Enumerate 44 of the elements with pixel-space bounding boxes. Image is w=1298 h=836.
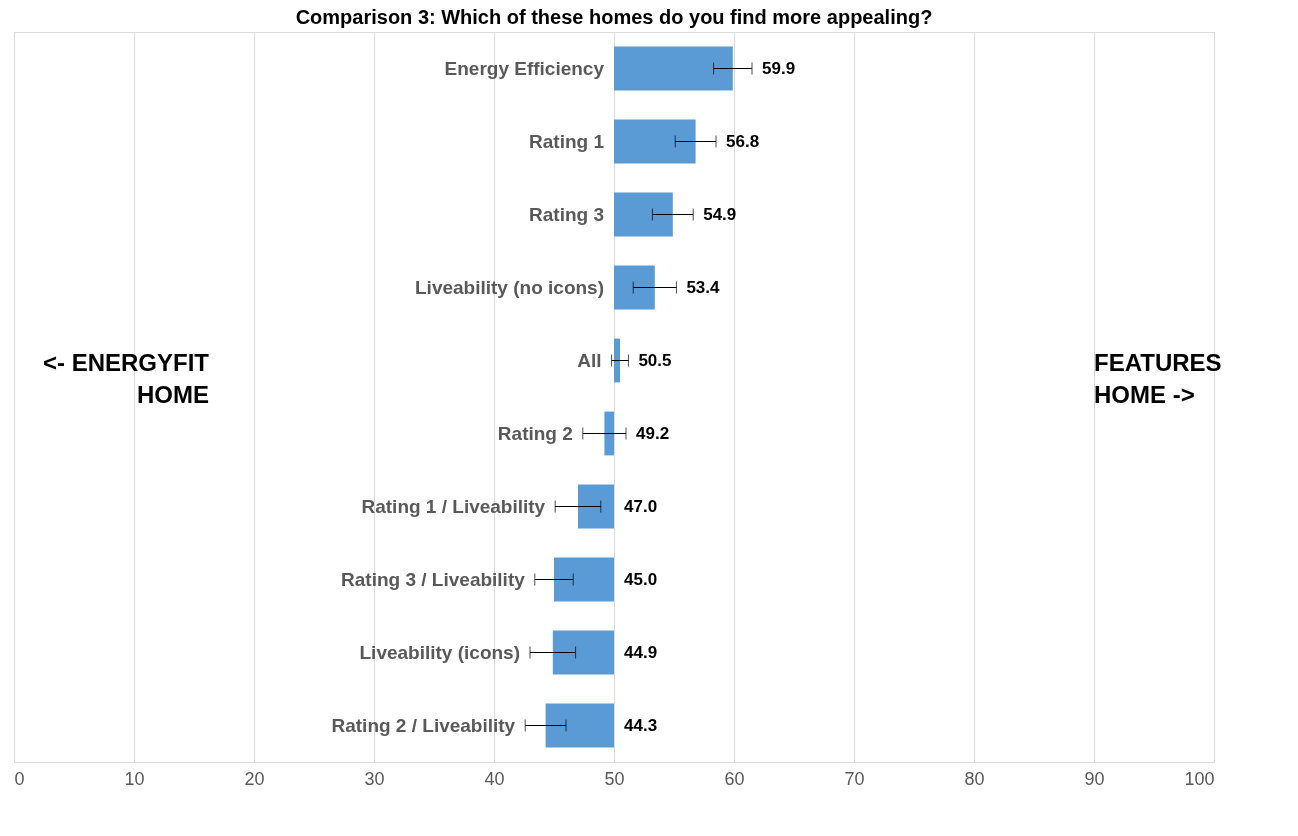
- data-label: 44.9: [624, 642, 658, 662]
- x-tick-label: 80: [964, 768, 985, 789]
- annotation: FEATURES HOME ->: [1094, 349, 1222, 409]
- bar: [614, 338, 620, 383]
- bar: [578, 484, 614, 529]
- data-label: 54.9: [703, 204, 737, 224]
- data-label: 56.8: [726, 131, 760, 151]
- y-tick-label: Rating 1 / Liveability: [361, 495, 546, 517]
- annotation: <- ENERGYFIT HOME: [42, 349, 210, 409]
- x-tick-label: 100: [1184, 768, 1215, 789]
- y-tick-label: Rating 2: [497, 422, 573, 444]
- x-tick-label: 0: [14, 768, 25, 789]
- x-tick-label: 40: [484, 768, 505, 789]
- y-tick-label: Energy Efficiency: [444, 57, 605, 79]
- data-label: 44.3: [624, 715, 658, 735]
- y-tick-label: All: [577, 349, 602, 371]
- bar: [552, 630, 614, 675]
- y-tick-label: Liveability (icons): [359, 641, 520, 663]
- y-tick-label: Rating 1: [529, 130, 605, 152]
- data-label: 59.9: [762, 58, 796, 78]
- data-label: 47.0: [624, 496, 658, 516]
- bar: [614, 119, 696, 164]
- x-tick-label: 70: [844, 768, 865, 789]
- bar: [614, 192, 673, 237]
- data-label: 53.4: [686, 277, 721, 297]
- y-tick-label: Rating 3 / Liveability: [341, 568, 526, 590]
- data-label: 50.5: [638, 350, 672, 370]
- data-label: 45.0: [624, 569, 658, 589]
- bar: [545, 703, 614, 748]
- x-tick-label: 10: [124, 768, 145, 789]
- bar: [604, 411, 614, 456]
- bar: [554, 557, 614, 602]
- x-tick-label: 60: [724, 768, 745, 789]
- x-tick-label: 20: [244, 768, 265, 789]
- data-label: 49.2: [636, 423, 670, 443]
- bar: [614, 265, 655, 310]
- y-tick-label: Rating 2 / Liveability: [331, 714, 516, 736]
- bar: [614, 46, 733, 91]
- x-tick-label: 30: [364, 768, 385, 789]
- y-tick-label: Liveability (no icons): [415, 276, 604, 298]
- x-tick-label: 90: [1084, 768, 1105, 789]
- chart-title: Comparison 3: Which of these homes do you find more appealing?: [295, 6, 933, 28]
- x-tick-label: 50: [604, 768, 625, 789]
- y-tick-label: Rating 3: [529, 203, 604, 225]
